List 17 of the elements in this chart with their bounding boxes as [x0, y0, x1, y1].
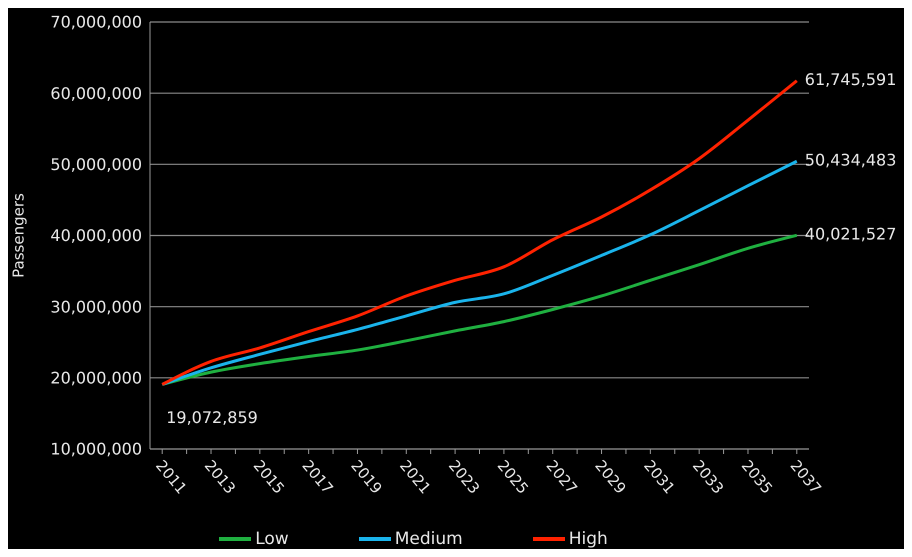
data-label: 40,021,527	[804, 224, 896, 244]
line-series	[160, 79, 798, 386]
data-label: 61,745,591	[804, 70, 896, 90]
y-tick-label: 50,000,000	[50, 155, 142, 174]
y-tick-label: 30,000,000	[50, 297, 142, 316]
line-series	[160, 160, 798, 386]
data-label: 50,434,483	[804, 150, 896, 170]
y-tick-label: 60,000,000	[50, 84, 142, 103]
y-tick-label: 70,000,000	[50, 12, 142, 32]
legend-label: Low	[255, 529, 289, 549]
y-tick-label: 20,000,000	[50, 368, 142, 388]
legend-label: Medium	[394, 529, 463, 549]
y-tick-label: 10,000,000	[50, 440, 142, 459]
y-axis-title: Passengers	[9, 192, 28, 278]
legend-label: High	[568, 529, 608, 549]
data-label: 19,072,859	[166, 408, 258, 427]
y-tick-label: 40,000,000	[50, 226, 142, 246]
